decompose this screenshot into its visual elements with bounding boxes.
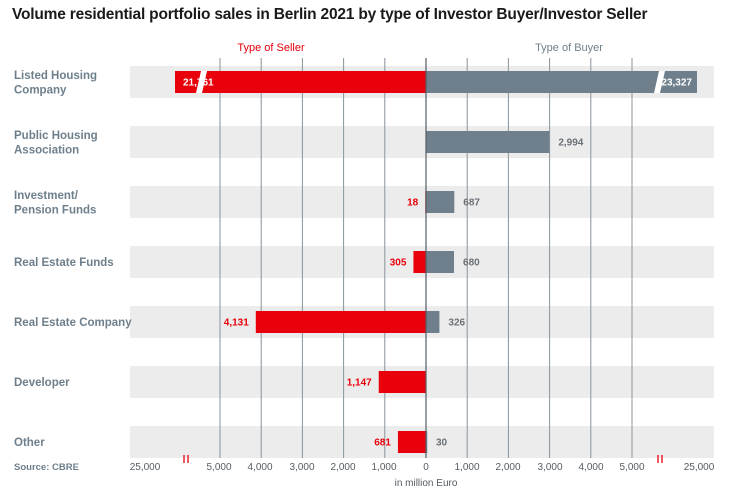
chart-title: Volume residential portfolio sales in Be… [12,6,648,23]
x-tick-label: 4,000 [247,462,272,473]
category-label-line: Investment/ [14,190,79,202]
category-label: Public Housing Association [14,130,98,157]
seller-bar [175,71,426,93]
row-band [130,126,714,158]
buyer-header: Type of Buyer [535,42,603,54]
category-label: Developer [14,377,70,389]
category-label-line: Company [14,84,67,96]
seller-bar [397,431,426,453]
seller-value-label: 1,147 [347,378,372,389]
seller-bar [413,251,426,273]
buyer-value-label: 326 [448,318,465,329]
category-label-line: Other [14,437,45,449]
category-label: Real Estate Company [14,317,132,329]
x-tick-label: 25,000 [130,462,161,473]
x-tick-label: 5,000 [619,462,644,473]
seller-header: Type of Seller [237,42,305,54]
category-label-line: Public Housing [14,130,98,142]
x-tick-label: 2,000 [495,462,520,473]
seller-value-label: 18 [407,198,419,209]
buyer-value-label: 2,994 [558,138,583,149]
x-tick-label: 0 [423,462,429,473]
category-label-line: Association [14,144,79,156]
source-note: Source: CBRE [14,462,79,473]
buyer-bar [426,251,455,273]
buyer-value-label: 30 [436,438,448,449]
category-label: Real Estate Funds [14,257,114,269]
x-tick-label: 2,000 [330,462,355,473]
x-tick-label: 1,000 [371,462,396,473]
category-label-line: Listed Housing [14,70,97,82]
category-label: Listed Housing Company [14,70,97,97]
category-label-line: Pension Funds [14,204,96,216]
seller-value-label: 305 [390,258,407,269]
x-axis-unit: in million Euro [395,478,458,489]
x-tick-label: 3,000 [289,462,314,473]
seller-bar [378,371,426,393]
x-tick-label: 5,000 [206,462,231,473]
axis-break-slash [654,71,665,93]
buyer-value-label: 680 [463,258,480,269]
row-band [130,186,714,218]
buyer-bar [426,131,550,153]
seller-value-label: 681 [374,438,391,449]
category-label-line: Real Estate Funds [14,257,114,269]
buyer-bar [426,431,428,453]
category-label-line: Developer [14,377,70,389]
axis-break-slash [196,71,207,93]
x-tick-label: 25,000 [684,462,715,473]
x-tick-label: 3,000 [537,462,562,473]
category-label-line: Real Estate Company [14,317,132,329]
category-label: Other [14,437,45,449]
buyer-value-label: 23,327 [661,78,692,89]
x-tick-label: 1,000 [454,462,479,473]
seller-bar [255,311,426,333]
x-tick-label: 4,000 [578,462,603,473]
buyer-bar [426,311,440,333]
buyer-bar [426,191,455,213]
category-label: Investment/Pension Funds [14,190,96,217]
buyer-bar [426,71,697,93]
seller-value-label: 21,761 [183,78,214,89]
seller-value-label: 4,131 [224,318,249,329]
buyer-value-label: 687 [463,198,480,209]
